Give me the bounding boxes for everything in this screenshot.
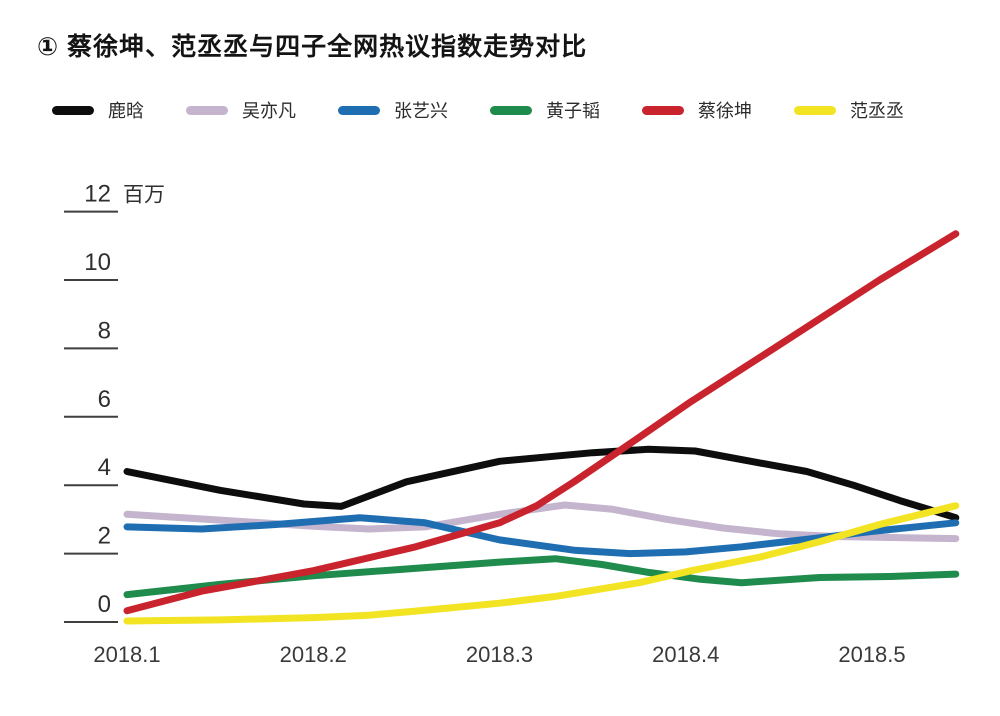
y-tick-label: 0 bbox=[98, 591, 111, 618]
y-axis-unit-label: 百万 bbox=[123, 184, 165, 207]
legend-label-huangzitao: 黄子韬 bbox=[546, 101, 600, 121]
chart-line-zhangyixing bbox=[123, 514, 960, 558]
legend-item-huangzitao: 黄子韬 bbox=[490, 97, 600, 123]
chart-title: ① 蔡徐坤、范丞丞与四子全网热议指数走势对比 bbox=[37, 33, 588, 61]
y-tick-label: 6 bbox=[98, 386, 111, 413]
y-tick-label: 12 bbox=[84, 181, 111, 208]
legend-label-luhan: 鹿晗 bbox=[108, 101, 144, 121]
legend-swatch-luhan bbox=[52, 105, 94, 115]
legend-swatch-huangzitao bbox=[490, 105, 532, 115]
chart-line-luhan bbox=[123, 445, 960, 522]
legend: 鹿晗 吴亦凡 张艺兴 黄子韬 蔡徐坤 范丞丞 bbox=[52, 97, 904, 123]
legend-swatch-caixukun bbox=[642, 105, 684, 115]
legend-swatch-wuyifan bbox=[186, 105, 228, 115]
y-tick-label: 10 bbox=[84, 249, 111, 276]
legend-swatch-zhangyixing bbox=[338, 105, 380, 115]
legend-label-zhangyixing: 张艺兴 bbox=[394, 101, 448, 121]
legend-label-caixukun: 蔡徐坤 bbox=[698, 101, 752, 121]
legend-item-fanchengcheng: 范丞丞 bbox=[794, 97, 904, 123]
x-tick-label: 2018.4 bbox=[652, 642, 719, 667]
x-tick-label: 2018.2 bbox=[280, 642, 347, 667]
y-tick-label: 2 bbox=[98, 523, 111, 550]
legend-swatch-fanchengcheng bbox=[794, 105, 836, 115]
chart-line-fanchengcheng bbox=[123, 502, 960, 625]
legend-item-wuyifan: 吴亦凡 bbox=[186, 97, 296, 123]
legend-label-fanchengcheng: 范丞丞 bbox=[850, 101, 904, 121]
chart-line-caixukun bbox=[123, 230, 960, 615]
legend-label-wuyifan: 吴亦凡 bbox=[242, 101, 296, 121]
legend-item-luhan: 鹿晗 bbox=[52, 97, 144, 123]
y-tick-label: 4 bbox=[98, 454, 111, 481]
y-tick-label: 8 bbox=[98, 317, 111, 344]
legend-item-zhangyixing: 张艺兴 bbox=[338, 97, 448, 123]
x-tick-label: 2018.3 bbox=[466, 642, 533, 667]
x-tick-label: 2018.1 bbox=[93, 642, 160, 667]
x-tick-label: 2018.5 bbox=[838, 642, 905, 667]
legend-item-caixukun: 蔡徐坤 bbox=[642, 97, 752, 123]
chart-line-huangzitao bbox=[123, 555, 960, 599]
